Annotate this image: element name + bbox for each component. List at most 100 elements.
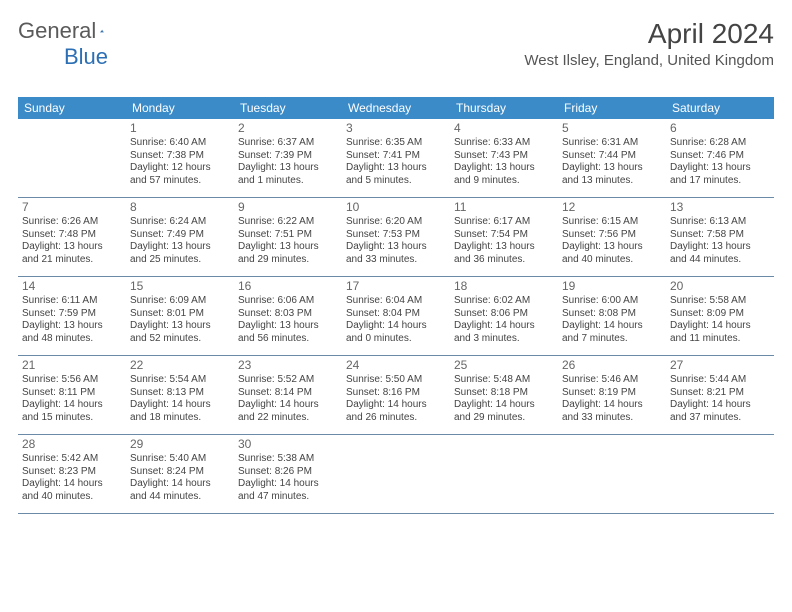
day-cell	[666, 435, 774, 513]
day-cell: 11Sunrise: 6:17 AMSunset: 7:54 PMDayligh…	[450, 198, 558, 276]
day-number: 14	[22, 279, 122, 294]
dow-wednesday: Wednesday	[342, 97, 450, 119]
week-row: 7Sunrise: 6:26 AMSunset: 7:48 PM Daylight…	[18, 198, 774, 277]
day-daylight1: Daylight: 14 hours	[346, 320, 446, 333]
dow-thursday: Thursday	[450, 97, 558, 119]
day-daylight2: and 33 minutes.	[346, 254, 446, 267]
day-cell: 2Sunrise: 6:37 AMSunset: 7:39 PMDaylight…	[234, 119, 342, 197]
day-daylight1: Daylight: 13 hours	[346, 241, 446, 254]
day-daylight2: and 15 minutes.	[22, 412, 122, 425]
day-daylight1: Daylight: 13 hours	[454, 162, 554, 175]
day-sunset: Sunset: 7:49 PM	[130, 229, 230, 242]
day-cell: 24Sunrise: 5:50 AMSunset: 8:16 PMDayligh…	[342, 356, 450, 434]
day-daylight1: Daylight: 14 hours	[346, 399, 446, 412]
day-cell: 30Sunrise: 5:38 AMSunset: 8:26 PMDayligh…	[234, 435, 342, 513]
day-number: 19	[562, 279, 662, 294]
day-daylight1: Daylight: 13 hours	[238, 320, 338, 333]
location: West Ilsley, England, United Kingdom	[524, 52, 774, 69]
day-number: 12	[562, 200, 662, 215]
day-daylight2: and 44 minutes.	[670, 254, 770, 267]
day-sunset: Sunset: 8:14 PM	[238, 387, 338, 400]
day-sunrise: Sunrise: 5:38 AM	[238, 453, 338, 466]
day-sunrise: Sunrise: 6:26 AM	[22, 216, 122, 229]
day-sunset: Sunset: 7:48 PM	[22, 229, 122, 242]
day-sunrise: Sunrise: 6:40 AM	[130, 137, 230, 150]
day-number: 6	[670, 121, 770, 136]
day-sunset: Sunset: 7:44 PM	[562, 150, 662, 163]
day-number: 15	[130, 279, 230, 294]
day-sunrise: Sunrise: 6:37 AM	[238, 137, 338, 150]
day-daylight1: Daylight: 13 hours	[562, 162, 662, 175]
day-cell: 12Sunrise: 6:15 AMSunset: 7:56 PMDayligh…	[558, 198, 666, 276]
day-daylight2: and 0 minutes.	[346, 333, 446, 346]
day-number: 4	[454, 121, 554, 136]
day-daylight2: and 29 minutes.	[454, 412, 554, 425]
day-daylight1: Daylight: 14 hours	[562, 320, 662, 333]
day-cell: 19Sunrise: 6:00 AMSunset: 8:08 PMDayligh…	[558, 277, 666, 355]
day-number: 24	[346, 358, 446, 373]
day-cell: 29Sunrise: 5:40 AMSunset: 8:24 PMDayligh…	[126, 435, 234, 513]
day-daylight2: and 17 minutes.	[670, 175, 770, 188]
day-daylight2: and 33 minutes.	[562, 412, 662, 425]
day-sunrise: Sunrise: 6:28 AM	[670, 137, 770, 150]
day-sunrise: Sunrise: 5:48 AM	[454, 374, 554, 387]
week-row: 1Sunrise: 6:40 AMSunset: 7:38 PMDaylight…	[18, 119, 774, 198]
day-daylight1: Daylight: 13 hours	[130, 241, 230, 254]
day-cell: 1Sunrise: 6:40 AMSunset: 7:38 PMDaylight…	[126, 119, 234, 197]
day-cell: 14Sunrise: 6:11 AMSunset: 7:59 PMDayligh…	[18, 277, 126, 355]
day-number: 2	[238, 121, 338, 136]
day-daylight1: Daylight: 12 hours	[130, 162, 230, 175]
day-cell: 21Sunrise: 5:56 AMSunset: 8:11 PMDayligh…	[18, 356, 126, 434]
day-sunset: Sunset: 7:53 PM	[346, 229, 446, 242]
day-daylight1: Daylight: 14 hours	[22, 399, 122, 412]
day-sunset: Sunset: 8:09 PM	[670, 308, 770, 321]
day-of-week-header: Sunday Monday Tuesday Wednesday Thursday…	[18, 97, 774, 119]
day-daylight2: and 21 minutes.	[22, 254, 122, 267]
day-daylight2: and 56 minutes.	[238, 333, 338, 346]
day-daylight1: Daylight: 13 hours	[562, 241, 662, 254]
day-sunrise: Sunrise: 5:52 AM	[238, 374, 338, 387]
day-cell: 6Sunrise: 6:28 AMSunset: 7:46 PMDaylight…	[666, 119, 774, 197]
logo: General	[18, 18, 124, 44]
day-cell	[558, 435, 666, 513]
day-cell	[18, 119, 126, 197]
dow-sunday: Sunday	[18, 97, 126, 119]
day-daylight1: Daylight: 14 hours	[238, 478, 338, 491]
day-sunrise: Sunrise: 6:00 AM	[562, 295, 662, 308]
day-cell: 5Sunrise: 6:31 AMSunset: 7:44 PMDaylight…	[558, 119, 666, 197]
day-daylight2: and 44 minutes.	[130, 491, 230, 504]
day-sunset: Sunset: 7:58 PM	[670, 229, 770, 242]
day-sunset: Sunset: 7:41 PM	[346, 150, 446, 163]
day-daylight2: and 37 minutes.	[670, 412, 770, 425]
day-daylight2: and 11 minutes.	[670, 333, 770, 346]
day-daylight1: Daylight: 14 hours	[562, 399, 662, 412]
day-sunrise: Sunrise: 5:54 AM	[130, 374, 230, 387]
day-sunset: Sunset: 8:13 PM	[130, 387, 230, 400]
day-number: 5	[562, 121, 662, 136]
day-daylight1: Daylight: 13 hours	[454, 241, 554, 254]
month-title: April 2024	[524, 18, 774, 50]
week-row: 21Sunrise: 5:56 AMSunset: 8:11 PMDayligh…	[18, 356, 774, 435]
logo-text-blue: Blue	[64, 44, 108, 69]
day-sunset: Sunset: 8:08 PM	[562, 308, 662, 321]
day-sunrise: Sunrise: 6:09 AM	[130, 295, 230, 308]
day-sunset: Sunset: 7:56 PM	[562, 229, 662, 242]
day-sunset: Sunset: 7:46 PM	[670, 150, 770, 163]
logo-text-general: General	[18, 18, 96, 44]
day-number: 25	[454, 358, 554, 373]
day-sunset: Sunset: 8:23 PM	[22, 466, 122, 479]
day-daylight1: Daylight: 14 hours	[130, 478, 230, 491]
day-sunrise: Sunrise: 5:58 AM	[670, 295, 770, 308]
day-daylight2: and 36 minutes.	[454, 254, 554, 267]
day-cell: 3Sunrise: 6:35 AMSunset: 7:41 PMDaylight…	[342, 119, 450, 197]
day-number: 27	[670, 358, 770, 373]
day-number: 18	[454, 279, 554, 294]
day-number: 13	[670, 200, 770, 215]
day-sunrise: Sunrise: 6:31 AM	[562, 137, 662, 150]
day-sunrise: Sunrise: 6:02 AM	[454, 295, 554, 308]
day-number: 7	[22, 200, 122, 215]
day-daylight2: and 26 minutes.	[346, 412, 446, 425]
day-daylight2: and 1 minutes.	[238, 175, 338, 188]
day-sunset: Sunset: 7:43 PM	[454, 150, 554, 163]
day-sunrise: Sunrise: 6:15 AM	[562, 216, 662, 229]
